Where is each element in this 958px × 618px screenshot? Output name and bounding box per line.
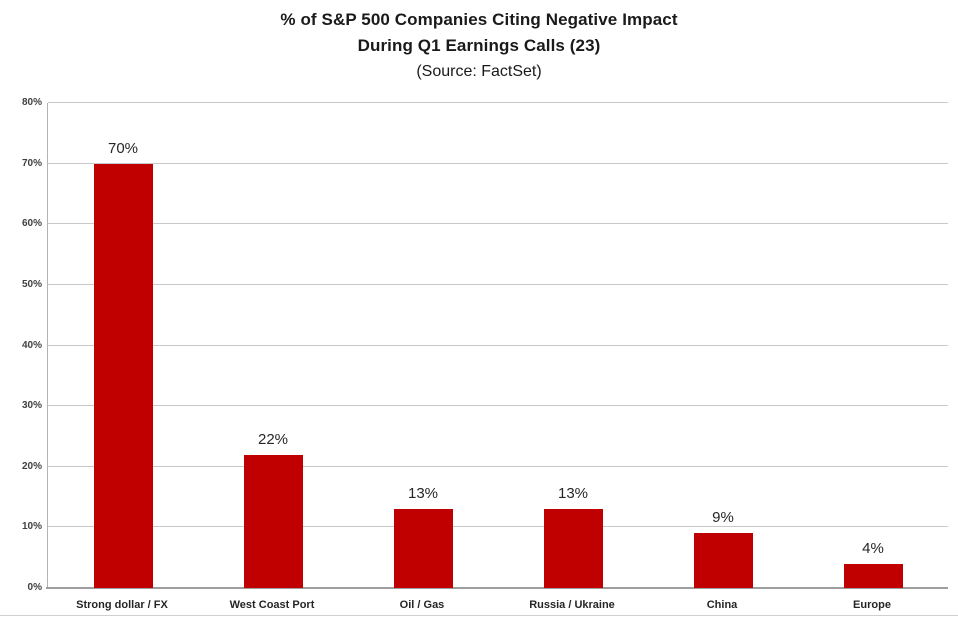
bar-slot: 13% xyxy=(348,103,498,588)
category-label-West Coast Port: West Coast Port xyxy=(229,599,315,611)
gridline-40% xyxy=(48,344,948,346)
bar-slot: 9% xyxy=(648,103,798,588)
gridline-10% xyxy=(48,526,948,528)
y-axis-tick-label: 60% xyxy=(21,218,42,230)
bar-Europe xyxy=(843,563,903,588)
bar-China xyxy=(693,533,753,588)
x-axis-line xyxy=(46,587,948,589)
gridline-80% xyxy=(48,102,948,103)
gridline-60% xyxy=(48,223,948,225)
gridline-70% xyxy=(48,162,948,164)
y-axis-tick-label: 20% xyxy=(21,460,42,472)
y-axis-tick-label: 0% xyxy=(27,582,42,593)
chart-title-block: % of S&P 500 Companies Citing Negative I… xyxy=(0,7,958,84)
bar-value-label: 70% xyxy=(107,139,139,157)
category-label-China: China xyxy=(706,599,738,611)
category-label-Oil / Gas: Oil / Gas xyxy=(399,599,445,611)
plot-area: 70% 22% 13% 13% 9% 4% xyxy=(46,102,948,589)
gridline-20% xyxy=(48,465,948,467)
bar-slot: 4% xyxy=(798,103,948,588)
y-axis-tick-label: 50% xyxy=(21,278,42,290)
bar-Strong dollar / FX xyxy=(93,163,153,588)
chart-title-line-1: % of S&P 500 Companies Citing Negative I… xyxy=(280,10,678,29)
bar-value-label: 22% xyxy=(257,430,289,448)
gridline-50% xyxy=(48,283,948,285)
y-axis-tick-label: 40% xyxy=(21,339,42,351)
bar-slot: 70% xyxy=(48,103,198,588)
category-label-Europe: Europe xyxy=(853,599,891,611)
chart-source-line: (Source: FactSet) xyxy=(416,63,542,80)
bar-West Coast Port xyxy=(243,454,303,588)
y-axis-tick-label: 80% xyxy=(21,97,42,108)
bar-value-label: 13% xyxy=(407,485,439,503)
bottom-border-line xyxy=(0,615,958,616)
bar-value-label: 9% xyxy=(712,509,734,527)
bar-value-label: 13% xyxy=(557,485,589,503)
y-axis-tick-label: 70% xyxy=(21,157,42,169)
chart-title-line-2: During Q1 Earnings Calls (23) xyxy=(357,36,601,55)
bar-slot: 22% xyxy=(198,103,348,588)
category-label-Russia / Ukraine: Russia / Ukraine xyxy=(529,599,615,611)
bar-Oil / Gas xyxy=(393,509,453,588)
category-label-Strong dollar / FX: Strong dollar / FX xyxy=(76,599,168,611)
bar-slot: 13% xyxy=(498,103,648,588)
bar-value-label: 4% xyxy=(862,539,884,557)
bar-Russia / Ukraine xyxy=(543,509,603,588)
y-axis-tick-label: 30% xyxy=(21,400,42,412)
gridline-30% xyxy=(48,405,948,407)
y-axis-tick-label: 10% xyxy=(21,521,42,533)
